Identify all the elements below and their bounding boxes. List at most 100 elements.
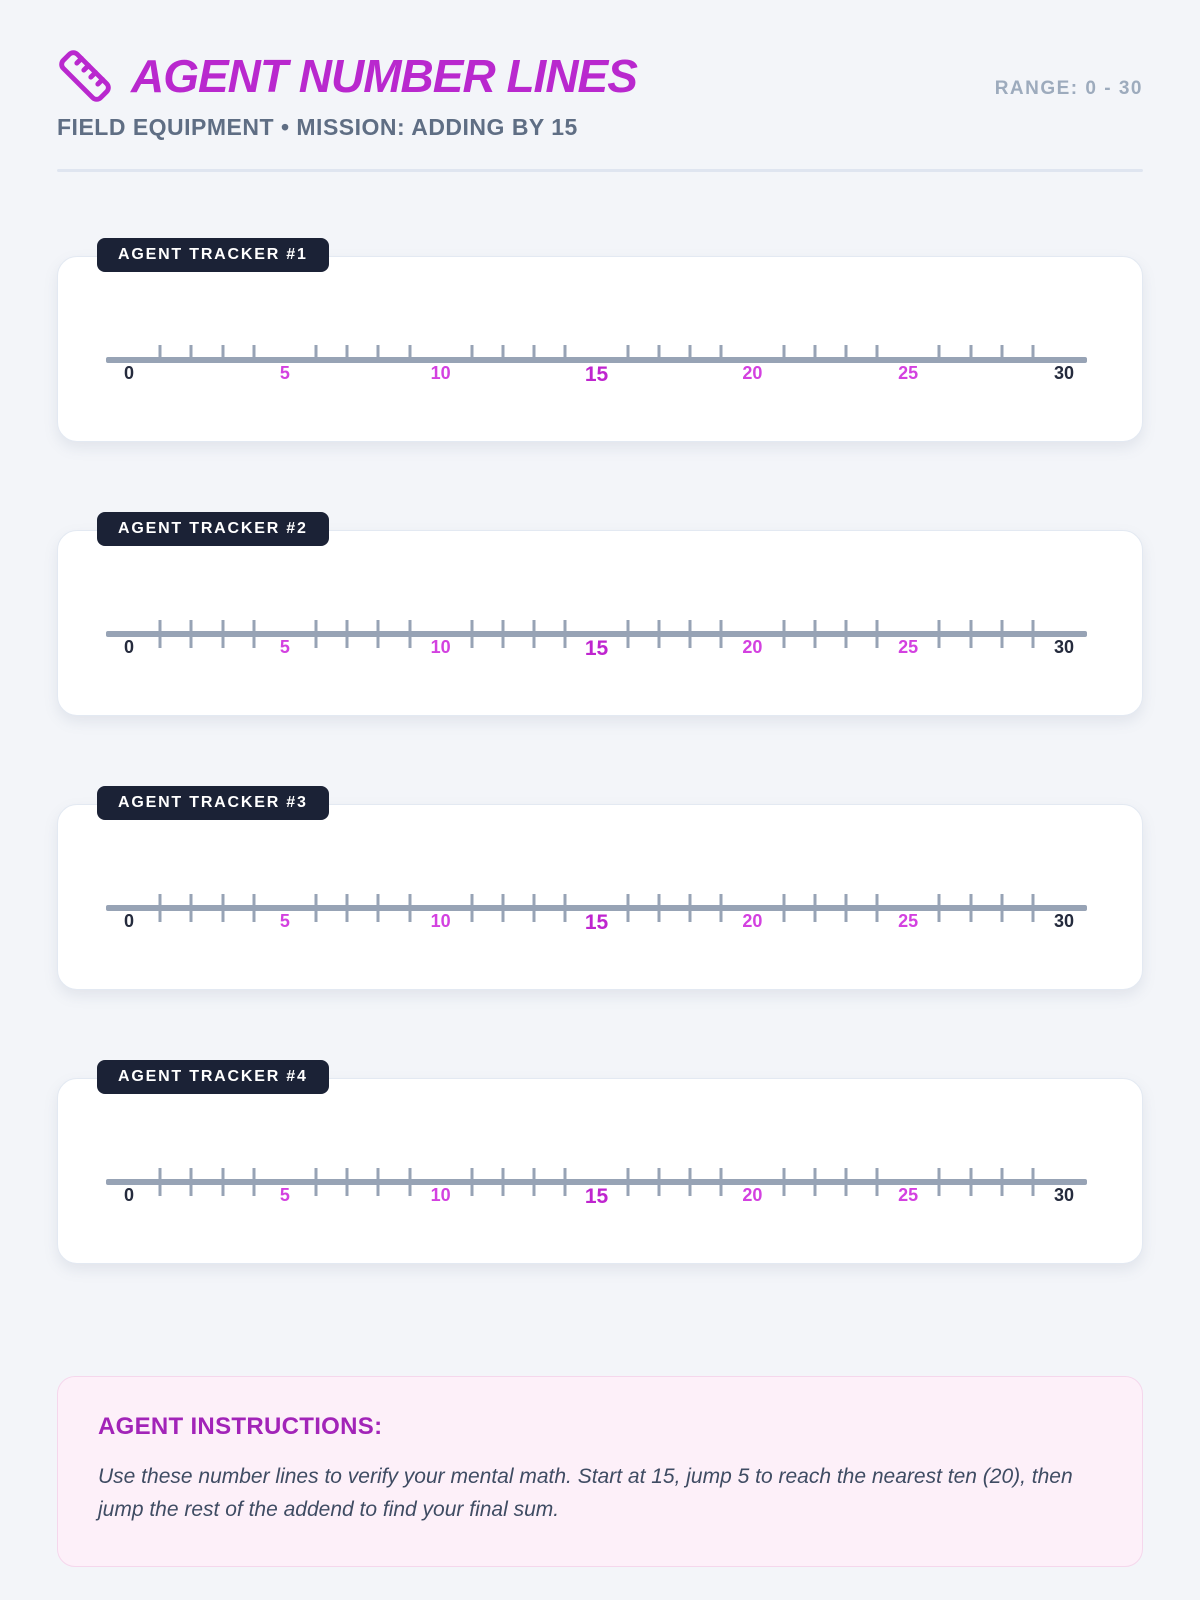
tick-label: 30: [1053, 1185, 1075, 1205]
tick-mark: [626, 620, 630, 648]
tick-mark: [657, 620, 661, 648]
tick-label: 5: [279, 911, 290, 931]
header: AGENT NUMBER LINES RANGE: 0 - 30: [57, 48, 1143, 104]
tick-mark: [657, 1168, 661, 1196]
tick-mark: [1031, 620, 1035, 648]
tick-mark: [844, 894, 848, 922]
tick-mark: [782, 1168, 785, 1196]
tick-mark: [408, 894, 411, 922]
tick-mark: [688, 345, 692, 357]
tick-mark: [158, 345, 162, 357]
tick-mark: [189, 1168, 193, 1196]
instructions-body: Use these number lines to verify your me…: [98, 1465, 1073, 1521]
tick-mark: [501, 894, 505, 922]
tick-label: 10: [430, 911, 451, 931]
tick-label: 0: [123, 1185, 135, 1205]
tick-label: 15: [584, 911, 609, 934]
tick-mark: [969, 894, 972, 922]
tick-mark: [158, 1168, 162, 1196]
tick-label: 5: [279, 637, 290, 657]
tick-mark: [376, 345, 380, 357]
tracker-badge: AGENT TRACKER #2: [97, 512, 329, 546]
number-line-bar: [106, 357, 1087, 363]
tracker-badge: AGENT TRACKER #1: [97, 238, 329, 272]
tick-label: 15: [584, 1185, 609, 1208]
tick-mark: [1031, 1168, 1035, 1196]
tick-label: 15: [584, 637, 609, 660]
tick-mark: [937, 894, 941, 922]
tick-mark: [221, 894, 224, 922]
tick-mark: [314, 894, 318, 922]
tick-mark: [626, 1168, 630, 1196]
header-divider: [57, 169, 1143, 172]
tracker-card-4-wrap: AGENT TRACKER #4 0 5 10 15 20 25 30: [57, 1060, 1143, 1264]
tick-mark: [314, 345, 318, 357]
tick-mark: [345, 1168, 349, 1196]
number-line-bar: [106, 1179, 1087, 1185]
tick-mark: [221, 620, 224, 648]
tick-mark: [1000, 345, 1004, 357]
tick-mark: [532, 894, 536, 922]
tick-mark: [813, 894, 817, 922]
tick-mark: [813, 620, 817, 648]
tick-mark: [189, 894, 193, 922]
tick-mark: [719, 894, 723, 922]
tick-label: 20: [742, 363, 763, 383]
worksheet-page: AGENT NUMBER LINES RANGE: 0 - 30 FIELD E…: [57, 48, 1143, 1568]
tick-mark: [844, 620, 848, 648]
tick-mark: [501, 620, 505, 648]
tick-mark: [875, 345, 879, 357]
tick-mark: [1000, 1168, 1004, 1196]
tick-label: 5: [279, 363, 290, 383]
tick-label: 0: [123, 637, 135, 657]
tick-mark: [252, 345, 256, 357]
tracker-card: 0 5 10 15 20 25 30: [57, 256, 1143, 442]
tick-mark: [470, 620, 474, 648]
tick-mark: [470, 345, 474, 357]
tick-label: 5: [279, 1185, 290, 1205]
tick-mark: [813, 345, 817, 357]
tracker-card: 0 5 10 15 20 25 30: [57, 804, 1143, 990]
tick-mark: [532, 345, 536, 357]
tick-mark: [813, 1168, 817, 1196]
tick-mark: [563, 894, 567, 922]
tick-label: 25: [898, 1185, 919, 1205]
tick-mark: [376, 620, 380, 648]
tick-label: 10: [430, 363, 451, 383]
tick-mark: [937, 620, 941, 648]
tick-label: 10: [430, 637, 451, 657]
tick-mark: [875, 1168, 879, 1196]
tracker-card-1-wrap: AGENT TRACKER #1 0 5 10 15 20 25 30: [57, 238, 1143, 442]
tick-mark: [782, 345, 785, 357]
tick-label: 15: [584, 363, 609, 386]
tick-mark: [782, 894, 785, 922]
tick-mark: [875, 620, 879, 648]
tick-mark: [470, 894, 474, 922]
tick-mark: [252, 894, 256, 922]
tick-mark: [657, 345, 661, 357]
tick-mark: [345, 345, 349, 357]
tick-mark: [158, 894, 162, 922]
tracker-badge: AGENT TRACKER #3: [97, 786, 329, 820]
number-line-bar: [106, 631, 1087, 637]
tracker-card-3-wrap: AGENT TRACKER #3 0 5 10 15 20 25 30: [57, 786, 1143, 990]
instructions-heading: AGENT INSTRUCTIONS:: [98, 1413, 383, 1440]
tick-label: 20: [742, 911, 763, 931]
title-group: AGENT NUMBER LINES: [57, 48, 995, 104]
tick-mark: [688, 894, 692, 922]
tick-mark: [719, 345, 723, 357]
instructions-box: AGENT INSTRUCTIONS: Use these number lin…: [57, 1376, 1143, 1568]
tick-mark: [844, 1168, 848, 1196]
page-title: AGENT NUMBER LINES: [131, 50, 638, 102]
tick-mark: [221, 1168, 224, 1196]
tick-mark: [314, 1168, 318, 1196]
tick-mark: [408, 345, 411, 357]
tick-mark: [937, 345, 941, 357]
tick-label: 30: [1053, 637, 1075, 657]
tick-mark: [844, 345, 848, 357]
tick-mark: [345, 894, 349, 922]
tick-label: 0: [123, 911, 135, 931]
tick-mark: [408, 1168, 411, 1196]
tick-mark: [719, 620, 723, 648]
tick-mark: [252, 1168, 256, 1196]
